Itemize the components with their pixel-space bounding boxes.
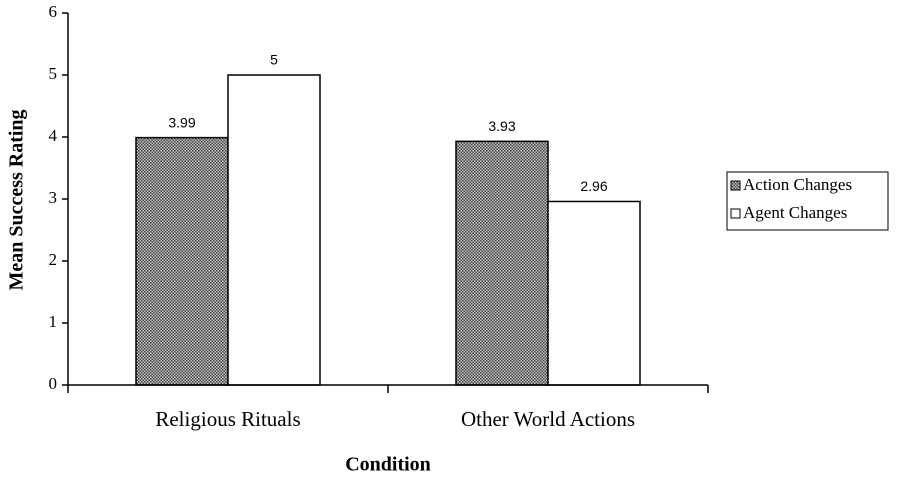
- bar: [227, 74, 321, 386]
- value-label: 3.93: [488, 118, 515, 134]
- legend-swatch: [730, 180, 741, 191]
- y-tick-label: 3: [49, 188, 58, 207]
- x-tick-label: Other World Actions: [461, 407, 635, 431]
- bar: [547, 200, 641, 386]
- value-label: 3.99: [168, 114, 195, 130]
- x-tick-label: Religious Rituals: [155, 407, 300, 431]
- y-tick-label: 6: [49, 2, 58, 21]
- x-axis-title: Condition: [345, 454, 431, 476]
- legend-label: Agent Changes: [743, 203, 847, 222]
- y-axis-title: Mean Success Rating: [6, 109, 28, 290]
- y-tick-label: 1: [49, 312, 58, 331]
- y-tick-label: 0: [49, 374, 58, 393]
- bar: [455, 140, 549, 386]
- value-label: 5: [270, 52, 278, 68]
- bar: [135, 136, 229, 386]
- legend: Action Changes Agent Changes: [726, 171, 889, 231]
- y-tick-label: 5: [49, 64, 58, 83]
- legend-label: Action Changes: [743, 175, 852, 194]
- value-label: 2.96: [580, 178, 607, 194]
- y-tick-label: 2: [49, 250, 58, 269]
- y-tick-label: 4: [49, 126, 58, 145]
- legend-swatch: [730, 208, 741, 219]
- legend-box: [726, 171, 889, 231]
